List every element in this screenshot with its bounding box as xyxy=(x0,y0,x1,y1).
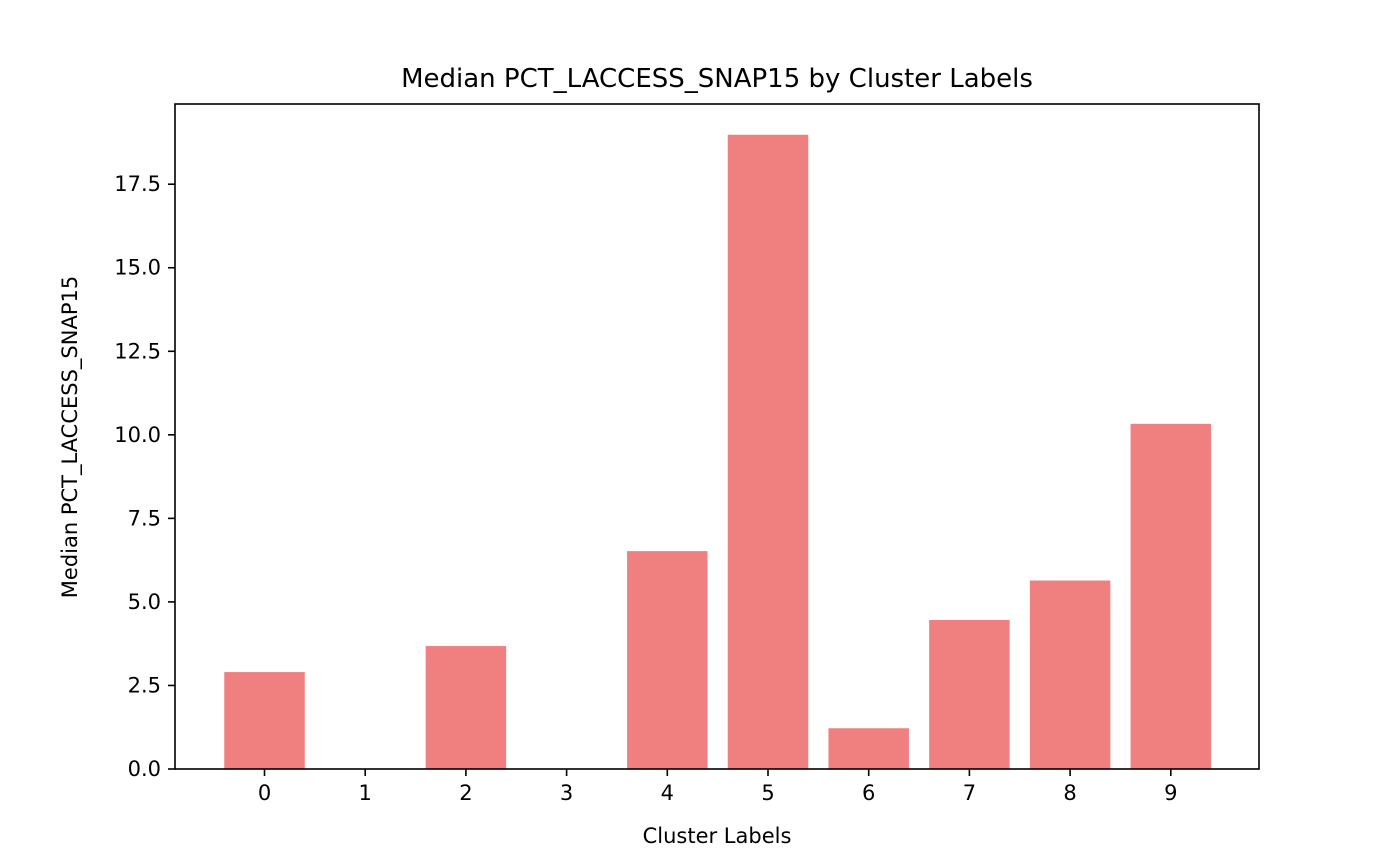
y-tick-label: 12.5 xyxy=(114,339,161,363)
plot-frame xyxy=(174,103,1260,770)
bar-0 xyxy=(224,672,305,769)
x-tick-label: 7 xyxy=(963,781,976,805)
x-axis-ticks: 0 1 2 3 4 5 6 7 8 9 xyxy=(258,769,1177,805)
x-tick-label: 4 xyxy=(661,781,674,805)
x-tick-label: 1 xyxy=(359,781,372,805)
y-tick-label: 7.5 xyxy=(128,506,161,530)
bar-9 xyxy=(1130,423,1212,769)
bar-5 xyxy=(727,134,809,769)
y-tick-label: 2.5 xyxy=(128,673,161,697)
chart-title: Median PCT_LACCESS_SNAP15 by Cluster Lab… xyxy=(401,64,1033,94)
x-tick-label: 8 xyxy=(1063,781,1076,805)
x-axis-title: Cluster Labels xyxy=(643,824,792,848)
bars-group xyxy=(224,134,1212,769)
y-axis-title: Median PCT_LACCESS_SNAP15 xyxy=(58,276,83,598)
x-tick-label: 3 xyxy=(560,781,573,805)
bar-4 xyxy=(627,551,708,769)
x-tick-label: 6 xyxy=(862,781,875,805)
bar-6 xyxy=(828,728,909,769)
y-tick-label: 17.5 xyxy=(114,172,161,196)
y-axis-ticks: 0.0 2.5 5.0 7.5 10.0 12.5 15.0 17.5 xyxy=(114,172,175,781)
x-tick-label: 5 xyxy=(761,781,774,805)
x-tick-label: 9 xyxy=(1164,781,1177,805)
y-tick-label: 0.0 xyxy=(128,757,161,781)
y-tick-label: 15.0 xyxy=(114,256,161,280)
bar-8 xyxy=(1029,580,1111,769)
x-tick-label: 0 xyxy=(258,781,271,805)
bar-2 xyxy=(425,646,507,769)
y-tick-label: 10.0 xyxy=(114,423,161,447)
bar-7 xyxy=(929,619,1010,769)
y-tick-label: 5.0 xyxy=(128,590,161,614)
x-tick-label: 2 xyxy=(459,781,472,805)
